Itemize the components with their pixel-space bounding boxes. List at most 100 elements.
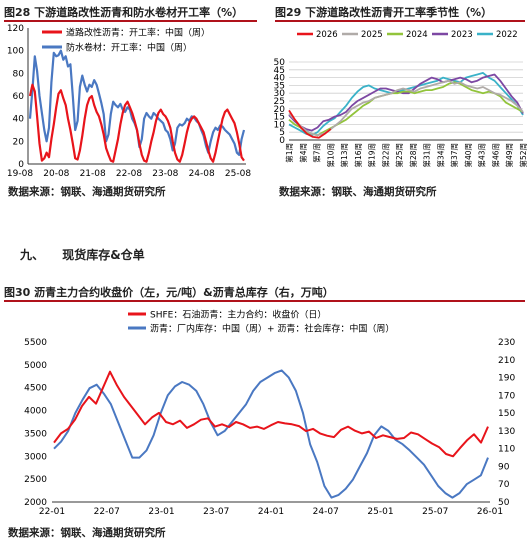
- section-heading: 九、 现货库存&仓单: [20, 246, 145, 263]
- fig29-legend-label: 2022: [496, 30, 518, 40]
- fig30-x-tick-label: 25-01: [367, 507, 393, 517]
- fig29-series-line: [288, 109, 332, 139]
- fig29-x-tick-label: 第10周: [325, 143, 335, 168]
- fig28-series-line: [28, 49, 246, 156]
- fig28-legend-label: 防水卷材：开工率：中国（周）: [66, 42, 192, 54]
- section-title: 现货库存&仓单: [62, 248, 145, 262]
- fig29-source: 数据来源：钢联、海通期货研究所: [279, 186, 437, 198]
- fig28-x-tick-label: 24-08: [189, 169, 215, 179]
- fig28-y-tick-label: 60: [13, 92, 25, 102]
- fig29-x-tick-label: 第25周: [394, 143, 404, 168]
- fig29-y-tick-label: 40: [274, 74, 286, 84]
- fig29-x-tick-label: 第4周: [298, 143, 308, 163]
- fig30-x-tick-label: 23-07: [203, 507, 229, 517]
- fig29-series-line: [288, 81, 524, 137]
- fig30-y-right-tick-label: 150: [498, 409, 515, 419]
- fig30-y-left-tick-label: 4500: [24, 384, 47, 394]
- fig29-x-tick-label: 第7周: [312, 143, 322, 163]
- fig28-y-tick-label: 120: [7, 24, 24, 34]
- fig30-y-right-tick-label: 170: [498, 391, 515, 401]
- fig29-y-tick-label: 35: [274, 81, 285, 91]
- fig30-y-left-tick-label: 3000: [24, 452, 47, 462]
- fig29-series-line: [288, 73, 524, 132]
- fig29-y-tick-label: 45: [274, 66, 285, 76]
- fig28-chart: 0 20 40 60 80 100 120 19-08 20-08 21-08 22-08 23-08…: [7, 24, 252, 179]
- fig29-series-line: [288, 79, 524, 137]
- fig30-x-tick-label: 26-01: [477, 507, 503, 517]
- fig30-legend-label: 沥青：厂内库存：中国（周）+ 沥青：社会库存：中国（周）: [150, 323, 394, 335]
- fig30-y-left-tick-label: 5500: [24, 338, 47, 348]
- fig29-x-tick-label: 第40周: [463, 143, 473, 168]
- fig29-y-tick-label: 25: [274, 97, 285, 107]
- fig30-legend-label: SHFE：石油沥青：主力合约：收盘价（日）: [150, 309, 326, 321]
- fig29-y-tick-label: 30: [274, 89, 286, 99]
- fig30-y-right-tick-label: 50: [498, 498, 510, 508]
- fig30-series-line: [53, 369, 489, 499]
- fig28-x-tick-label: 22-08: [116, 169, 142, 179]
- fig29-x-tick-label: 第34周: [435, 143, 445, 168]
- fig28-y-tick-label: 0: [18, 160, 24, 170]
- fig30-y-right-tick-label: 90: [498, 462, 510, 472]
- fig28-x-tick-label: 21-08: [80, 169, 106, 179]
- fig30-y-right-tick-label: 210: [498, 356, 515, 366]
- fig29-legend-label: 2025: [361, 30, 383, 40]
- fig29-x-tick-label: 第22周: [380, 143, 390, 168]
- fig30-x-tick-label: 25-07: [422, 507, 448, 517]
- fig30-y-right-tick-label: 110: [498, 445, 515, 455]
- fig30-x-tick-label: 22-01: [39, 507, 65, 517]
- fig29-title-rule: [275, 20, 525, 22]
- fig30-chart: 2000 2500 3000 3500 4000 4500 5000 5500 50 70 90 11…: [24, 309, 515, 518]
- fig29-y-tick-label: 20: [274, 105, 286, 115]
- fig28-y-tick-label: 40: [13, 115, 25, 125]
- fig29-x-tick-label: 第52周: [518, 143, 528, 168]
- fig30-source: 数据来源：钢联、海通期货研究所: [8, 527, 166, 539]
- fig28-x-tick-label: 20-08: [43, 169, 69, 179]
- fig30-y-left-tick-label: 2500: [24, 475, 47, 485]
- fig30-x-tick-label: 24-07: [313, 507, 339, 517]
- fig30-title: 图30 沥青主力合约收盘价（左，元/吨）&沥青总库存（右，万吨）: [4, 286, 334, 299]
- fig30-y-left-tick-label: 3500: [24, 429, 47, 439]
- fig28-y-tick-label: 80: [13, 69, 25, 79]
- fig28-x-tick-label: 25-08: [225, 169, 251, 179]
- fig29-x-tick-label: 第49周: [504, 143, 514, 168]
- fig30-x-tick-label: 23-01: [148, 507, 174, 517]
- fig28-title: 图28 下游道路改性沥青和防水卷材开工率（%）: [4, 6, 244, 19]
- fig28-title-rule: [4, 20, 257, 22]
- fig28-legend-label: 道路改性沥青：开工率：中国（周）: [66, 27, 210, 39]
- fig29-legend-label: 2024: [406, 30, 428, 40]
- fig30-y-right-tick-label: 190: [498, 374, 515, 384]
- fig30-x-tick-label: 22-07: [94, 507, 120, 517]
- fig30-title-rule: [4, 300, 525, 302]
- fig29-y-tick-label: 5: [279, 128, 285, 138]
- fig30-y-right-tick-label: 70: [498, 480, 510, 490]
- fig29-y-tick-label: 0: [279, 136, 285, 146]
- fig28-x-tick-label: 23-08: [152, 169, 178, 179]
- fig29-y-tick-label: 10: [274, 120, 286, 130]
- fig30-y-right-tick-label: 130: [498, 427, 515, 437]
- fig30-y-left-tick-label: 5000: [24, 361, 47, 371]
- fig30-y-left-tick-label: 4000: [24, 407, 47, 417]
- fig29-x-tick-label: 第19周: [367, 143, 377, 168]
- fig29-y-tick-label: 15: [274, 113, 285, 123]
- fig28-x-tick-label: 19-08: [7, 169, 33, 179]
- fig29-x-tick-label: 第37周: [449, 143, 459, 168]
- fig29-x-tick-label: 第31周: [422, 143, 432, 168]
- fig29-legend-label: 2023: [451, 30, 473, 40]
- fig29-x-tick-label: 第16周: [353, 143, 363, 168]
- fig29-series-line: [288, 72, 524, 137]
- fig28-y-tick-label: 100: [7, 47, 24, 57]
- fig28-series-line: [28, 83, 245, 163]
- fig29-x-tick-label: 第13周: [339, 143, 349, 168]
- fig30-x-tick-label: 24-01: [258, 507, 284, 517]
- fig28-y-tick-label: 20: [13, 137, 25, 147]
- fig29-x-tick-label: 第43周: [477, 143, 487, 168]
- fig30-series-line: [53, 370, 489, 458]
- fig28-source: 数据来源：钢联、海通期货研究所: [8, 186, 166, 198]
- fig30-y-left-tick-label: 2000: [24, 498, 47, 508]
- fig30-y-right-tick-label: 230: [498, 338, 515, 348]
- fig29-y-tick-label: 50: [274, 58, 286, 68]
- fig29-legend-label: 2026: [316, 30, 338, 40]
- fig29-title: 图29 下游道路改性沥青开工率季节性（%）: [275, 6, 493, 19]
- section-number: 九、: [20, 248, 45, 262]
- fig29-x-tick-label: 第28周: [408, 143, 418, 168]
